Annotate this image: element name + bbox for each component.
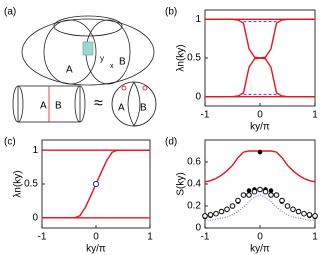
region-label: B [55, 101, 62, 112]
panel-label: (c) [4, 137, 16, 148]
x-tick-label: -1 [201, 110, 210, 121]
y-tick-label: 0 [195, 91, 201, 102]
puncture [121, 85, 127, 91]
torus-outer [21, 18, 155, 86]
panel-label: (a) [4, 7, 16, 18]
data-point [284, 203, 291, 209]
cylinder-end [12, 85, 24, 123]
data-point [235, 197, 241, 204]
region-label: B [119, 57, 126, 68]
y-tick-label: 0.5 [187, 53, 201, 64]
data-point [279, 197, 285, 204]
x-axis-label: ky/π [250, 244, 270, 255]
data-point [273, 192, 280, 198]
data-point [213, 210, 219, 217]
diagram: (a) A B y x A B ≈ A B [4, 7, 157, 127]
region-label: A [66, 65, 73, 76]
data-point [257, 149, 263, 155]
torus-hole [53, 15, 123, 37]
data-point [268, 192, 274, 198]
region-label: A [40, 101, 47, 112]
torus-ring [43, 19, 97, 85]
data-point [240, 192, 247, 198]
data-point [246, 188, 252, 193]
panel-label: (b) [165, 7, 177, 18]
cylinder-end [74, 85, 86, 123]
series-line [204, 150, 316, 183]
x-tick-label: 1 [312, 110, 318, 121]
data-point [295, 208, 302, 215]
panel-label: (d) [165, 137, 177, 148]
chart: (d)-1 0 100.20.40.6ky/πS(ky) [165, 137, 318, 255]
y-tick-label: 0 [32, 212, 38, 223]
x-tick-label: 0 [257, 110, 263, 121]
data-point [92, 180, 100, 188]
x-axis-label: ky/π [86, 244, 106, 255]
y-tick-label: 0.4 [187, 179, 201, 190]
x-tick-label: -1 [201, 232, 210, 243]
data-point [229, 203, 236, 209]
x-tick-label: 0 [257, 232, 263, 243]
x-axis-label: ky/π [250, 122, 270, 133]
y-axis-label: λn(ky) [176, 44, 187, 71]
data-point [224, 206, 230, 213]
series-line [205, 194, 315, 221]
data-point [257, 186, 263, 193]
data-point [306, 212, 313, 218]
data-point [301, 210, 307, 217]
y-axis-label: λn(ky) [13, 170, 24, 197]
data-point [251, 188, 258, 195]
data-point [262, 188, 269, 195]
x-tick-label: 1 [147, 232, 153, 243]
y-tick-label: 0.2 [187, 201, 201, 212]
approx-sign: ≈ [94, 95, 103, 112]
y-axis-label: S(ky) [176, 172, 187, 195]
y-tick-label: 0.5 [24, 179, 38, 190]
y-tick-label: 1 [195, 14, 201, 25]
data-point [268, 188, 274, 193]
puncture [142, 85, 148, 91]
region-label: B [140, 103, 147, 114]
x-tick-label: 1 [312, 232, 318, 243]
cut-region [82, 41, 94, 56]
x-tick-label: -1 [38, 232, 47, 243]
axis-label: y [100, 54, 104, 63]
data-point [312, 213, 318, 219]
series-line [205, 57, 315, 98]
data-point [202, 213, 208, 219]
series-line [205, 18, 315, 59]
data-point [246, 192, 252, 198]
y-tick-label: 0.6 [187, 157, 201, 168]
data-point [290, 206, 296, 213]
sphere-cut [127, 81, 141, 127]
data-point [218, 208, 225, 215]
x-tick-label: 0 [93, 232, 99, 243]
y-tick-label: 1 [32, 145, 38, 156]
data-point [207, 212, 214, 218]
axis-label: x [110, 63, 114, 70]
region-label: A [118, 103, 125, 114]
y-tick-label: 0 [195, 223, 201, 234]
